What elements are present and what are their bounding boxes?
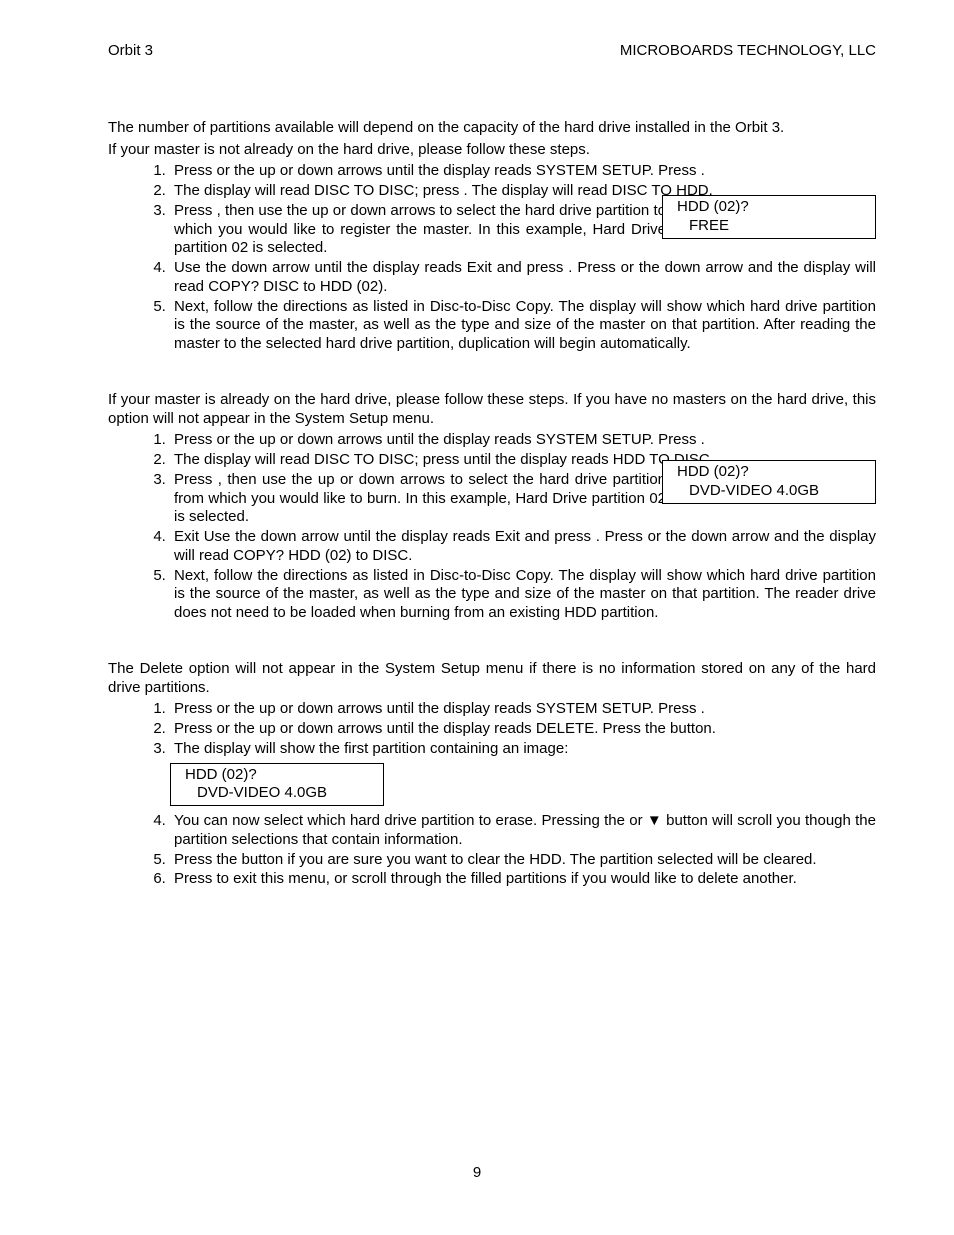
display-box-hdd-dvd-inline: HDD (02)? DVD-VIDEO 4.0GB bbox=[170, 763, 384, 807]
steps-list-a: Press or the up or down arrows until the… bbox=[108, 162, 876, 354]
list-item: Press or the up or down arrows until the… bbox=[170, 720, 876, 739]
list-item: Exit Use the down arrow until the displa… bbox=[170, 528, 876, 566]
list-item: Press or the up or down arrows until the… bbox=[170, 700, 876, 719]
intro-paragraph-3: If your master is already on the hard dr… bbox=[108, 391, 876, 429]
display-box-hdd-dvd: HDD (02)? DVD-VIDEO 4.0GB bbox=[662, 460, 876, 504]
list-item-text: Press , then use the up or down arrows t… bbox=[174, 202, 666, 258]
display-box-line-2: FREE bbox=[671, 217, 867, 236]
list-item: The display will show the first partitio… bbox=[170, 740, 876, 759]
intro-paragraph-4: The Delete option will not appear in the… bbox=[108, 660, 876, 698]
display-box-line-1: HDD (02)? bbox=[671, 198, 867, 217]
header-right: MICROBOARDS TECHNOLOGY, LLC bbox=[620, 42, 876, 61]
list-item: Next, follow the directions as listed in… bbox=[170, 567, 876, 623]
intro-paragraph-1: The number of partitions available will … bbox=[108, 119, 876, 138]
page-header: Orbit 3 MICROBOARDS TECHNOLOGY, LLC bbox=[108, 42, 876, 61]
list-item: Press or the up or down arrows until the… bbox=[170, 431, 876, 450]
display-box-line-1: HDD (02)? bbox=[671, 463, 867, 482]
list-item: Next, follow the directions as listed in… bbox=[170, 298, 876, 354]
list-item: Press the button if you are sure you wan… bbox=[170, 851, 876, 870]
display-box-hdd-free: HDD (02)? FREE bbox=[662, 195, 876, 239]
list-item: Press or the up or down arrows until the… bbox=[170, 162, 876, 181]
header-left: Orbit 3 bbox=[108, 42, 153, 61]
steps-list-c-continued: You can now select which hard drive part… bbox=[108, 812, 876, 889]
steps-list-c: Press or the up or down arrows until the… bbox=[108, 700, 876, 758]
page-number: 9 bbox=[0, 1164, 954, 1183]
display-box-line-2: DVD-VIDEO 4.0GB bbox=[671, 482, 867, 501]
display-box-line-1: HDD (02)? bbox=[179, 766, 375, 785]
intro-paragraph-2: If your master is not already on the har… bbox=[108, 141, 876, 160]
list-item: You can now select which hard drive part… bbox=[170, 812, 876, 850]
list-item: Press to exit this menu, or scroll throu… bbox=[170, 870, 876, 889]
list-item-text: Press , then use the up or down arrows t… bbox=[174, 471, 666, 527]
list-item: Use the down arrow until the display rea… bbox=[170, 259, 876, 297]
page: Orbit 3 MICROBOARDS TECHNOLOGY, LLC The … bbox=[0, 0, 954, 1235]
display-box-line-2: DVD-VIDEO 4.0GB bbox=[179, 784, 375, 803]
